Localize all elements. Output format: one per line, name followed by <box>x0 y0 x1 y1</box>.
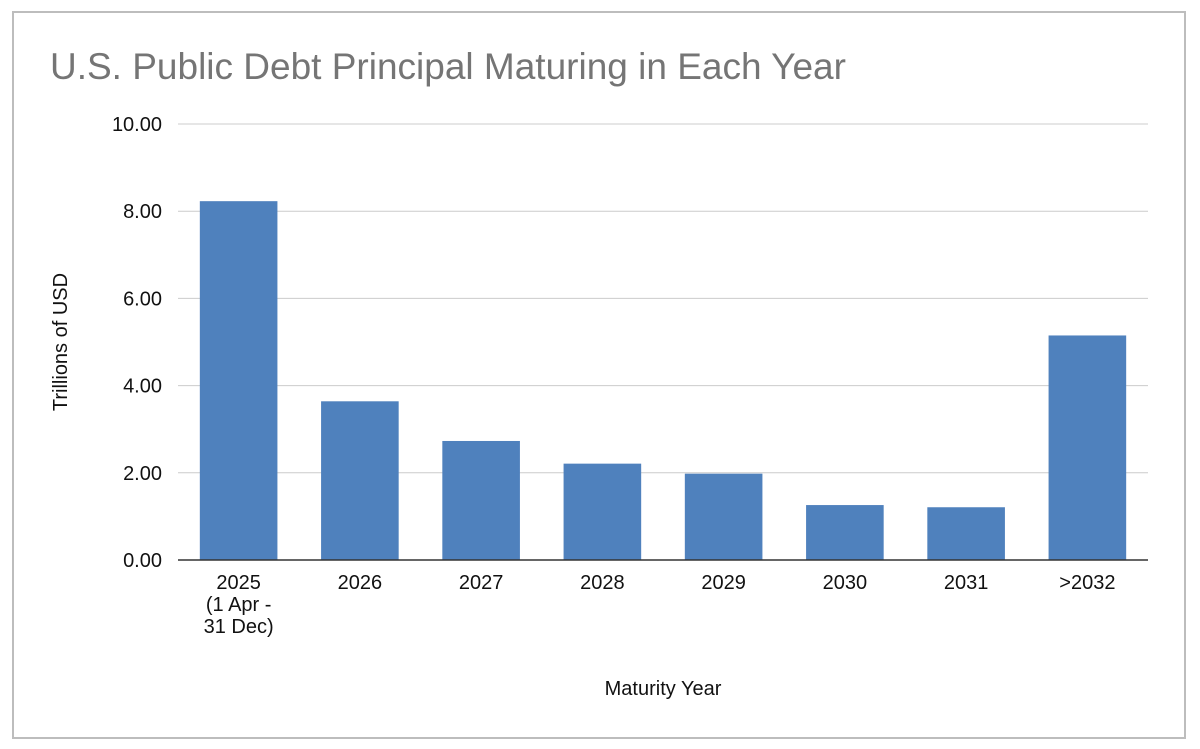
x-tick-label: >2032 <box>1059 572 1115 594</box>
y-tick-label: 8.00 <box>123 201 162 223</box>
x-axis-title: Maturity Year <box>605 678 722 700</box>
y-axis-title: Trillions of USD <box>50 273 72 411</box>
gridlines <box>178 123 1148 474</box>
bar <box>806 505 884 560</box>
bar <box>684 473 763 560</box>
y-tick-labels: 0.00 2.00 4.00 6.00 8.00 10.00 <box>112 114 162 572</box>
x-tick-label: 2030 <box>823 572 868 594</box>
y-tick-label: 2.00 <box>123 463 162 485</box>
y-tick-label: 0.00 <box>123 550 162 572</box>
x-tick-labels: 2025 (1 Apr -31 Dec) 2026 2027 2028 2029 2030 2… <box>204 572 1116 638</box>
bar <box>442 440 520 560</box>
x-tick-label: 2025 (1 Apr -31 Dec) <box>204 572 274 638</box>
bar <box>199 201 278 560</box>
x-tick-label: 2028 <box>580 572 625 594</box>
y-tick-label: 10.00 <box>112 114 162 136</box>
x-tick-label: 2029 <box>701 572 746 594</box>
bars <box>199 201 1127 560</box>
x-tick-label: 2031 <box>944 572 989 594</box>
bar <box>1048 335 1127 560</box>
bar <box>321 401 399 560</box>
bar <box>927 507 1005 560</box>
x-tick-label: 2027 <box>459 572 504 594</box>
x-tick-label: 2026 <box>338 572 383 594</box>
y-tick-label: 6.00 <box>123 288 162 310</box>
bar <box>563 463 642 560</box>
y-tick-label: 4.00 <box>123 376 162 398</box>
chart-title: U.S. Public Debt Principal Maturing in E… <box>50 46 846 87</box>
